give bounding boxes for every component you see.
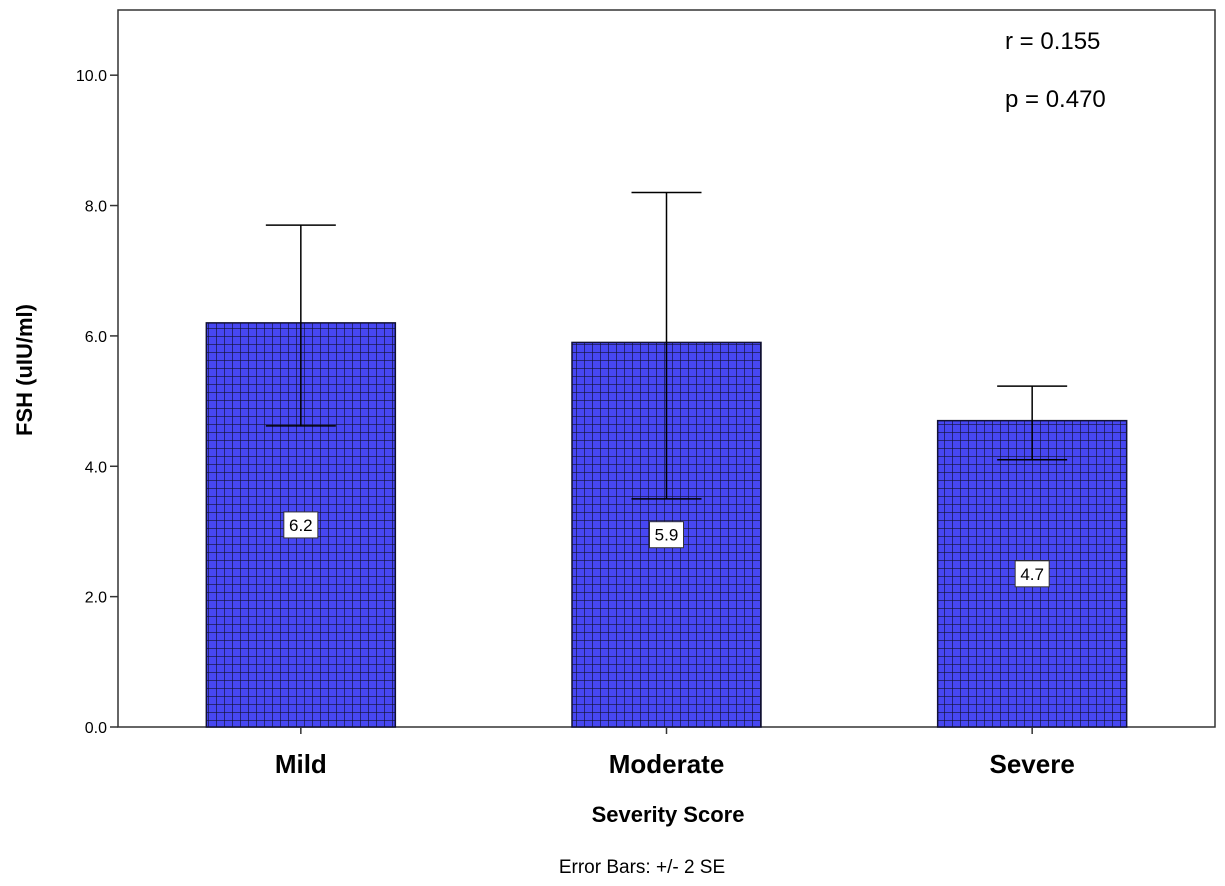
y-tick-label: 4.0 xyxy=(85,459,107,476)
annotation-p: p = 0.470 xyxy=(1005,86,1106,113)
y-tick-label: 8.0 xyxy=(85,199,107,216)
x-category-label: Moderate xyxy=(609,749,725,779)
x-axis-title: Severity Score xyxy=(592,802,745,827)
data-label-text: 6.2 xyxy=(289,516,313,535)
data-label-box xyxy=(283,511,319,539)
data-label-box xyxy=(1014,560,1050,588)
y-tick-label: 0.0 xyxy=(85,720,107,737)
data-label-moderate: 5.9 xyxy=(649,521,684,549)
data-label-text: 4.7 xyxy=(1020,565,1044,584)
error-bars-group xyxy=(265,191,1068,500)
data-label-box xyxy=(649,521,684,549)
data-labels-group: 6.2 5.9 4.7 xyxy=(283,511,1050,588)
x-category-label: Mild xyxy=(275,749,327,779)
y-axis-ticks: 0.0 2.0 4.0 6.0 8.0 10.0 xyxy=(76,68,118,737)
data-label-mild: 6.2 xyxy=(283,511,319,539)
error-bars-note: Error Bars: +/- 2 SE xyxy=(559,857,725,878)
data-label-text: 5.9 xyxy=(655,526,679,545)
data-label-severe: 4.7 xyxy=(1014,560,1050,588)
y-tick-label: 10.0 xyxy=(76,68,107,85)
x-category-label: Severe xyxy=(990,749,1075,779)
y-tick-label: 6.0 xyxy=(85,329,107,346)
y-axis-title: FSH (uIU/ml) xyxy=(12,304,37,436)
y-tick-label: 2.0 xyxy=(85,590,107,607)
annotation-r: r = 0.155 xyxy=(1005,28,1100,55)
x-axis-categories: Mild Moderate Severe xyxy=(275,727,1075,779)
